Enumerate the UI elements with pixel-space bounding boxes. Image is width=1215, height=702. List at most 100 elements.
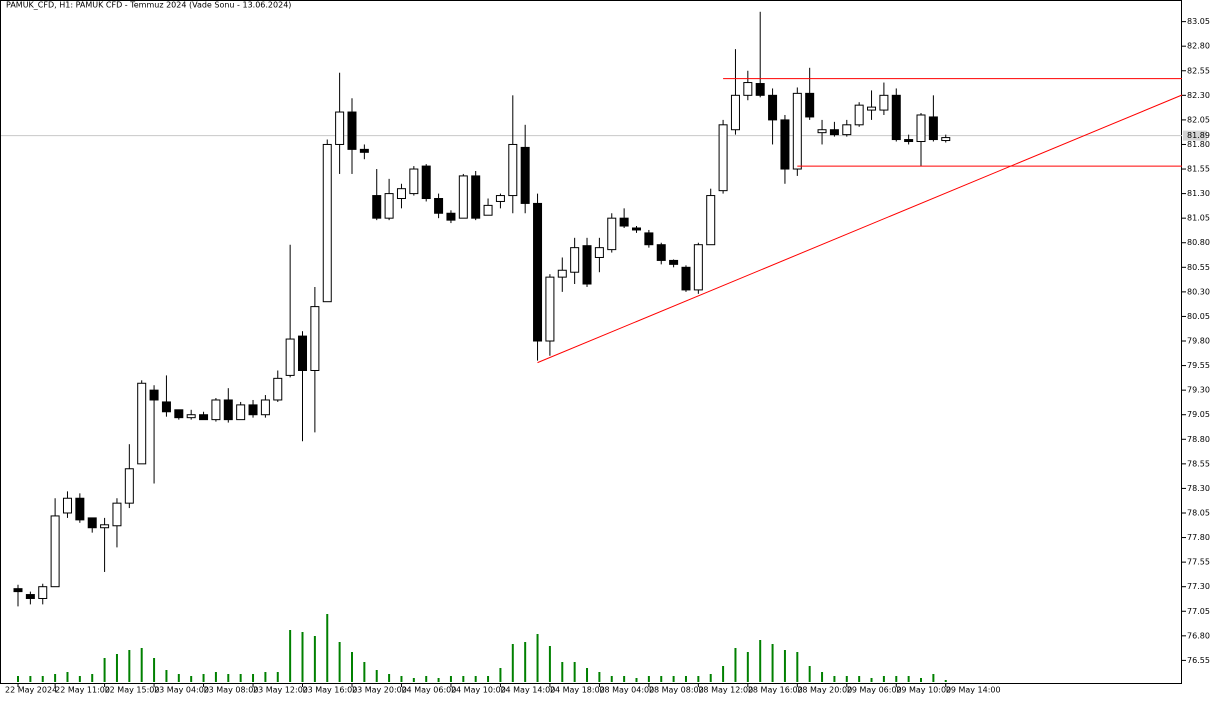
- candle-body: [730, 94, 740, 131]
- candle-body: [248, 404, 258, 416]
- y-tick-label: 78.80: [1187, 435, 1210, 444]
- candle-body: [508, 143, 518, 197]
- candle-body: [817, 129, 827, 134]
- candle-body: [792, 92, 802, 170]
- candle-body: [458, 175, 468, 219]
- x-tick-label: 22 May 11:00: [55, 686, 110, 695]
- x-tick-label: 29 May 14:00: [946, 686, 1001, 695]
- y-tick-label: 77.05: [1187, 607, 1210, 616]
- candle-body: [557, 269, 567, 278]
- y-tick-label: 77.55: [1187, 558, 1210, 567]
- candle-body: [607, 217, 617, 251]
- candle-body: [891, 94, 901, 141]
- y-tick-label: 82.05: [1187, 115, 1210, 124]
- candle-body: [100, 524, 110, 529]
- candle-body: [62, 497, 72, 514]
- y-tick-label: 82.80: [1187, 42, 1210, 51]
- y-tick-label: 78.55: [1187, 459, 1210, 468]
- candle-body: [867, 106, 877, 111]
- candle-body: [693, 244, 703, 291]
- candle-body: [582, 245, 592, 285]
- candle-body: [87, 517, 97, 529]
- candle-body: [768, 94, 778, 121]
- x-tick-label: 28 May 08:00: [649, 686, 704, 695]
- y-tick-label: 82.55: [1187, 66, 1210, 75]
- y-tick-label: 77.80: [1187, 533, 1210, 542]
- candle-body: [384, 193, 394, 219]
- candle-body: [520, 146, 530, 204]
- x-tick-label: 28 May 20:00: [797, 686, 852, 695]
- candle-body: [161, 401, 171, 413]
- y-tick-label: 76.80: [1187, 631, 1210, 640]
- candle-body: [396, 188, 406, 200]
- candle-body: [421, 165, 431, 200]
- candle-body: [545, 276, 555, 342]
- y-tick-label: 78.30: [1187, 484, 1210, 493]
- y-tick-label: 81.55: [1187, 165, 1210, 174]
- x-tick-label: 29 May 06:00: [847, 686, 902, 695]
- candle-body: [656, 244, 666, 261]
- candle-body: [681, 266, 691, 291]
- y-tick-label: 76.55: [1187, 656, 1210, 665]
- x-tick-label: 23 May 12:00: [253, 686, 308, 695]
- candle-body: [236, 404, 246, 421]
- candle-body: [149, 389, 159, 401]
- candle-body: [755, 83, 765, 96]
- last-price-label: 81.89: [1187, 131, 1210, 140]
- candle-body: [25, 594, 35, 599]
- chart-title: PAMUK_CFD, H1: PAMUK CFD - Temmuz 2024 (…: [6, 1, 291, 10]
- x-tick-label: 28 May 16:00: [748, 686, 803, 695]
- x-tick-label: 28 May 12:00: [698, 686, 753, 695]
- candle-body: [904, 139, 914, 143]
- y-tick-label: 78.05: [1187, 508, 1210, 517]
- y-tick-label: 80.80: [1187, 238, 1210, 247]
- x-tick-label: 28 May 04:00: [599, 686, 654, 695]
- x-tick-label: 24 May 14:00: [500, 686, 555, 695]
- y-tick-label: 80.30: [1187, 287, 1210, 296]
- x-tick-label: 23 May 16:00: [303, 686, 358, 695]
- candle-body: [854, 104, 864, 126]
- x-tick-label: 24 May 18:00: [550, 686, 605, 695]
- x-tick-label: 22 May 15:00: [105, 686, 160, 695]
- candle-body: [186, 414, 196, 419]
- candle-body: [669, 259, 679, 265]
- candle-body: [199, 414, 209, 421]
- last-price-box: [1183, 130, 1207, 141]
- candle-body: [124, 468, 134, 504]
- x-tick-label: 22 May 2024: [5, 686, 57, 695]
- candle-body: [471, 175, 481, 219]
- plot-frame: [0, 0, 1182, 684]
- y-tick-label: 81.05: [1187, 214, 1210, 223]
- candle-body: [223, 399, 233, 421]
- candle-body: [310, 306, 320, 371]
- candle-body: [879, 94, 889, 111]
- y-tick-label: 80.55: [1187, 263, 1210, 272]
- y-tick-label: 79.80: [1187, 337, 1210, 346]
- candle-body: [743, 82, 753, 96]
- y-tick-label: 80.05: [1187, 312, 1210, 321]
- x-tick-label: 23 May 04:00: [154, 686, 209, 695]
- candle-body: [842, 124, 852, 136]
- y-tick-label: 79.55: [1187, 361, 1210, 370]
- candle-body: [273, 377, 283, 401]
- candle-body: [941, 137, 951, 142]
- candle-body: [285, 338, 295, 376]
- candle-body: [260, 399, 270, 416]
- candle-body: [211, 399, 221, 421]
- annotation-line: [537, 94, 1183, 364]
- y-tick-label: 79.30: [1187, 386, 1210, 395]
- candle-body: [805, 92, 815, 118]
- candle-body: [75, 497, 85, 521]
- candle-body: [619, 217, 629, 227]
- candle-body: [533, 202, 543, 342]
- candle-body: [570, 247, 580, 273]
- candle-body: [38, 586, 48, 599]
- candle-body: [174, 409, 184, 419]
- candle-body: [706, 195, 716, 246]
- y-tick-label: 79.05: [1187, 410, 1210, 419]
- candle-body: [137, 382, 147, 465]
- y-tick-label: 77.30: [1187, 582, 1210, 591]
- candle-body: [298, 335, 308, 371]
- candle-body: [322, 143, 332, 303]
